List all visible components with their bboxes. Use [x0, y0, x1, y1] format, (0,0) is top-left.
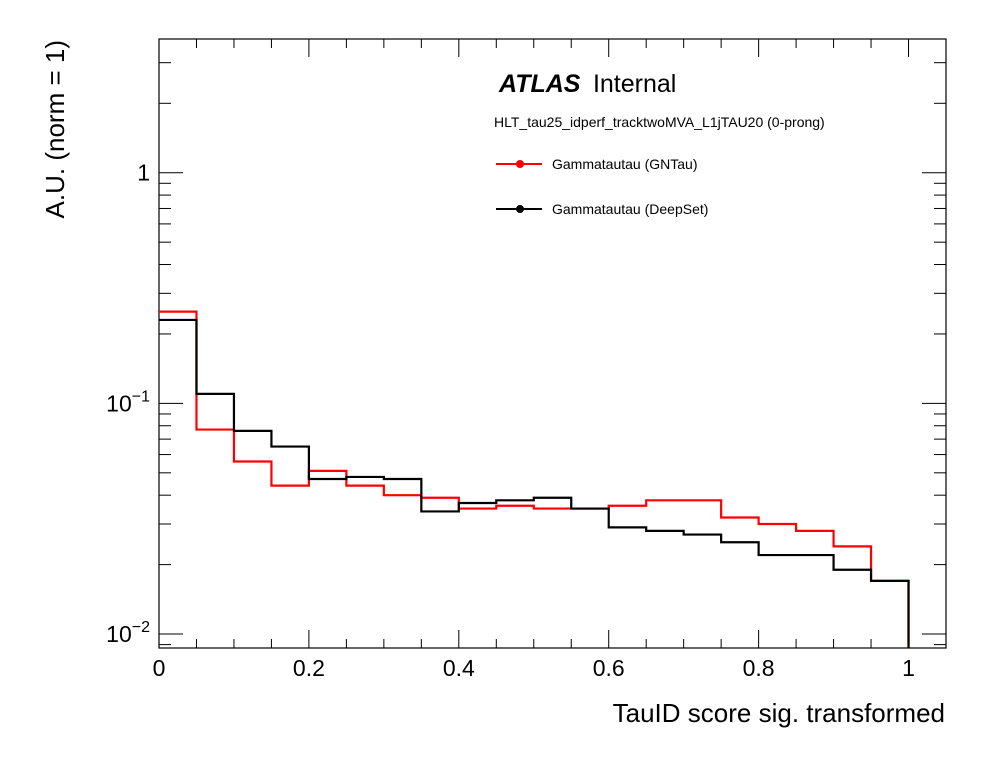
atlas-label: ATLAS Internal: [498, 70, 676, 98]
x-tick-label: 0.2: [293, 655, 325, 681]
x-tick-label: 0.8: [743, 655, 775, 681]
selection-label: HLT_tau25_idperf_tracktwoMVA_L1jTAU20 (0…: [494, 114, 825, 130]
series-line-1: [159, 318, 910, 648]
tick-labels: 0 0.2 0.4 0.6 0.8 1 10−2 10−1 1: [106, 160, 915, 681]
legend-label: Gammatautau (DeepSet): [552, 201, 708, 217]
legend-marker: [516, 205, 524, 213]
series-line-0: [159, 310, 910, 648]
axis-ticks: [158, 39, 947, 648]
y-axis-title: A.U. (norm = 1): [40, 40, 70, 218]
histogram-series: [159, 310, 910, 648]
x-tick-label: 0: [153, 655, 166, 681]
legend: Gammatautau (GNTau) Gammatautau (DeepSet): [496, 156, 708, 217]
x-tick-label: 0.6: [593, 655, 625, 681]
y-tick-label: 10−2: [106, 619, 150, 647]
y-tick-label: 10−1: [106, 388, 150, 416]
plot-frame: [158, 38, 947, 649]
x-tick-label: 0.4: [443, 655, 475, 681]
legend-marker: [516, 160, 524, 168]
x-axis-title: TauID score sig. transformed: [613, 698, 945, 728]
atlas-label-bold: ATLAS: [498, 70, 581, 98]
legend-label: Gammatautau (GNTau): [552, 156, 698, 172]
y-tick-label: 1: [137, 160, 150, 186]
x-tick-label: 1: [902, 655, 915, 681]
atlas-label-status: Internal: [593, 70, 676, 98]
